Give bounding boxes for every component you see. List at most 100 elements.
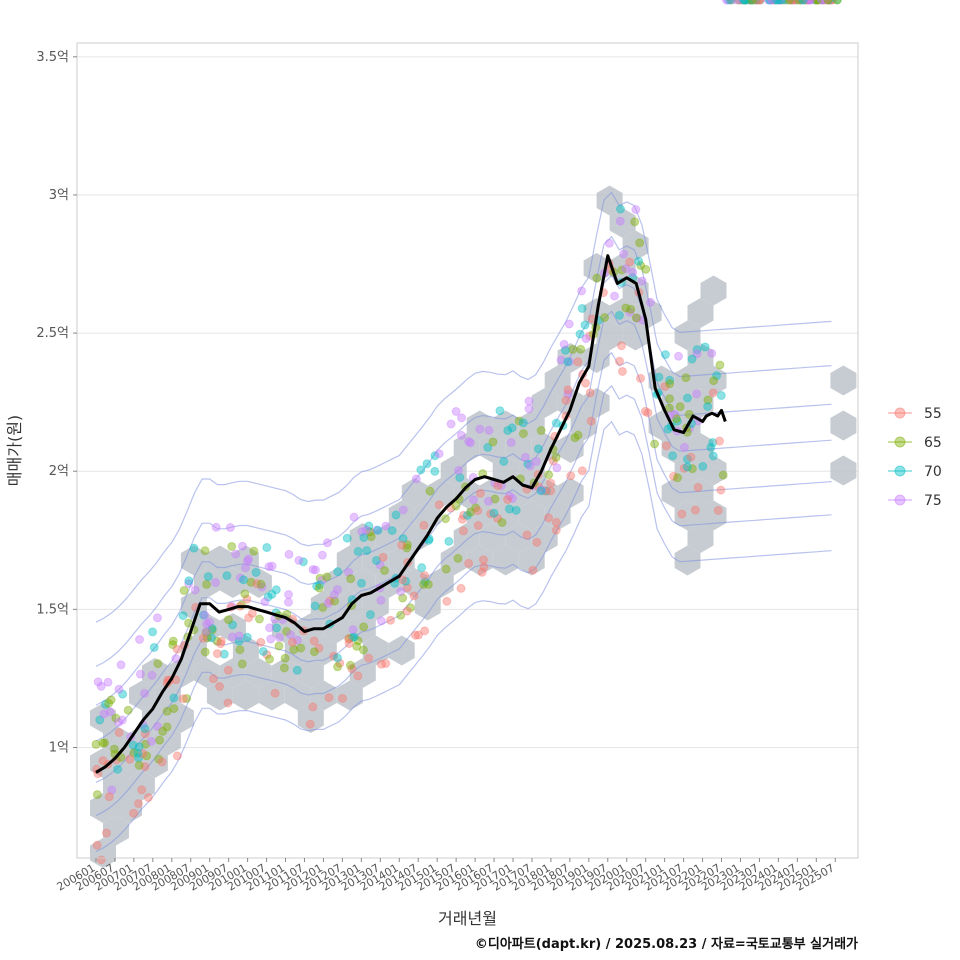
hex-cell: [258, 680, 285, 711]
data-point: [342, 533, 352, 543]
data-point: [669, 471, 679, 481]
data-point: [518, 418, 528, 428]
data-point: [376, 595, 386, 605]
data-point: [178, 694, 188, 704]
data-point: [827, 0, 837, 5]
hex-cell: [180, 590, 207, 621]
data-point: [665, 394, 675, 404]
data-point: [240, 589, 250, 599]
hex-cell: [310, 680, 337, 711]
hex-cell: [349, 658, 376, 688]
data-point: [813, 0, 823, 5]
hex-cell: [830, 365, 857, 396]
data-point: [184, 579, 194, 589]
data-point: [495, 406, 505, 416]
hex-cell: [310, 635, 337, 666]
data-point: [458, 526, 468, 536]
data-point: [444, 536, 454, 546]
data-point: [235, 573, 245, 583]
hex-cell: [375, 523, 402, 553]
data-point: [560, 345, 570, 355]
data-point: [740, 0, 750, 5]
data-point: [410, 630, 420, 640]
data-point: [614, 310, 624, 320]
data-point: [490, 494, 500, 504]
hex-cell: [674, 365, 701, 396]
data-point: [99, 709, 109, 719]
data-point: [551, 525, 561, 535]
data-point: [266, 634, 276, 644]
data-point: [314, 643, 324, 653]
data-point: [812, 0, 822, 5]
data-point: [149, 642, 159, 652]
data-point: [747, 0, 757, 5]
data-point: [349, 512, 359, 522]
data-point: [375, 560, 385, 570]
data-point: [568, 344, 578, 354]
data-point: [682, 462, 692, 472]
hex-cell: [401, 478, 428, 508]
hex-cell: [206, 680, 233, 711]
data-point: [614, 356, 624, 366]
data-point: [751, 0, 761, 5]
hex-cell: [700, 275, 727, 306]
data-point: [764, 0, 774, 5]
plot-area: [76, 0, 859, 868]
data-point: [755, 0, 765, 5]
data-point: [625, 307, 635, 317]
hex-cell: [687, 388, 714, 418]
data-point: [790, 0, 800, 5]
data-point: [179, 586, 189, 596]
data-point: [796, 0, 806, 5]
hex-cell: [661, 388, 688, 418]
hex-cell: [142, 748, 168, 778]
data-point: [810, 0, 820, 5]
data-point: [140, 729, 150, 739]
data-point: [546, 478, 556, 488]
data-point: [580, 320, 590, 330]
hex-cell: [700, 455, 727, 486]
data-point: [322, 538, 332, 548]
hex-cell: [362, 635, 389, 666]
hex-cell: [362, 590, 389, 621]
data-point: [172, 751, 182, 761]
hex-cell: [142, 703, 168, 733]
hex-cell: [297, 613, 324, 643]
data-point: [225, 523, 235, 533]
data-point: [824, 0, 834, 5]
hex-cell: [453, 433, 480, 463]
data-point: [715, 360, 725, 370]
data-point: [484, 425, 494, 435]
data-point: [198, 633, 208, 643]
data-point: [726, 0, 736, 5]
data-point: [641, 264, 651, 274]
legend: 55 65 70 75: [888, 406, 942, 509]
data-point: [817, 0, 827, 5]
data-point: [344, 633, 354, 643]
data-point: [621, 303, 631, 313]
data-point: [420, 626, 430, 636]
hex-cell: [310, 590, 337, 621]
hex-cell: [687, 343, 714, 373]
data-point: [98, 756, 108, 766]
x-axis-title: 거래년월: [438, 909, 497, 928]
data-point: [96, 681, 106, 691]
data-point: [287, 637, 297, 647]
hex-cell: [245, 568, 272, 598]
data-point: [748, 0, 758, 5]
data-point: [522, 530, 532, 540]
hex-cell: [609, 208, 636, 238]
data-point: [768, 0, 778, 5]
density-contours: [95, 191, 832, 853]
data-point: [703, 402, 713, 412]
data-point: [503, 495, 513, 505]
data-point: [329, 651, 339, 661]
data-point: [454, 466, 464, 476]
data-point: [786, 0, 796, 5]
legend-key-point: [894, 407, 906, 419]
data-point: [692, 345, 702, 355]
hex-cell: [440, 455, 467, 486]
hex-cell: [90, 703, 116, 733]
data-point: [556, 355, 566, 365]
hex-cell: [518, 410, 545, 441]
